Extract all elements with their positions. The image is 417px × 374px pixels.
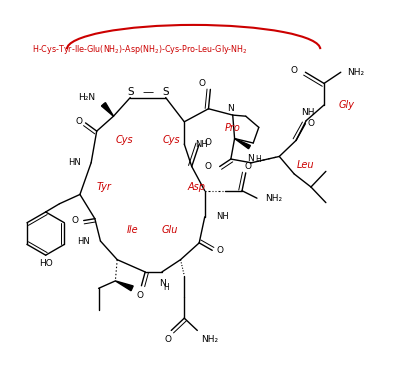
- Text: Cys: Cys: [163, 135, 180, 145]
- Text: O: O: [217, 246, 224, 255]
- Text: Leu: Leu: [296, 160, 314, 171]
- Text: Cys: Cys: [116, 135, 133, 145]
- Text: NH: NH: [216, 212, 229, 221]
- Text: NH₂: NH₂: [201, 335, 218, 344]
- Text: Ile: Ile: [126, 225, 138, 235]
- Text: N: N: [247, 154, 254, 163]
- Text: H₂N: H₂N: [78, 93, 95, 102]
- Text: N: N: [159, 279, 166, 288]
- Text: HN: HN: [68, 158, 81, 167]
- Text: Glu: Glu: [161, 225, 178, 235]
- Text: NH: NH: [196, 140, 208, 148]
- Text: O: O: [198, 79, 206, 88]
- Text: O: O: [244, 162, 251, 171]
- Text: HO: HO: [39, 259, 53, 268]
- Text: O: O: [72, 216, 79, 225]
- Polygon shape: [101, 102, 113, 116]
- Polygon shape: [235, 138, 251, 149]
- Text: O: O: [204, 162, 211, 171]
- Text: O: O: [290, 66, 297, 75]
- Text: NH₂: NH₂: [265, 194, 282, 203]
- Text: S: S: [127, 87, 133, 97]
- Text: O: O: [205, 138, 212, 147]
- Polygon shape: [116, 281, 133, 291]
- Text: NH₂: NH₂: [347, 68, 364, 77]
- Text: S: S: [162, 87, 169, 97]
- Text: NH: NH: [301, 108, 315, 117]
- Text: H: H: [163, 283, 169, 292]
- Text: N: N: [228, 104, 234, 113]
- Text: Pro: Pro: [225, 123, 241, 133]
- Text: O: O: [75, 117, 82, 126]
- Text: O: O: [136, 291, 143, 300]
- Text: H-Cys-Tyr-Ile-Glu(NH$_2$)-Asp(NH$_2$)-Cys-Pro-Leu-Gly-NH$_2$: H-Cys-Tyr-Ile-Glu(NH$_2$)-Asp(NH$_2$)-Cy…: [32, 43, 247, 56]
- Text: H: H: [255, 154, 261, 163]
- Text: Tyr: Tyr: [97, 182, 112, 192]
- Text: Gly: Gly: [338, 100, 354, 110]
- Text: O: O: [164, 335, 171, 344]
- Text: O: O: [307, 119, 314, 128]
- Text: —: —: [142, 87, 153, 96]
- Text: Asp: Asp: [188, 182, 206, 192]
- Text: HN: HN: [77, 236, 90, 245]
